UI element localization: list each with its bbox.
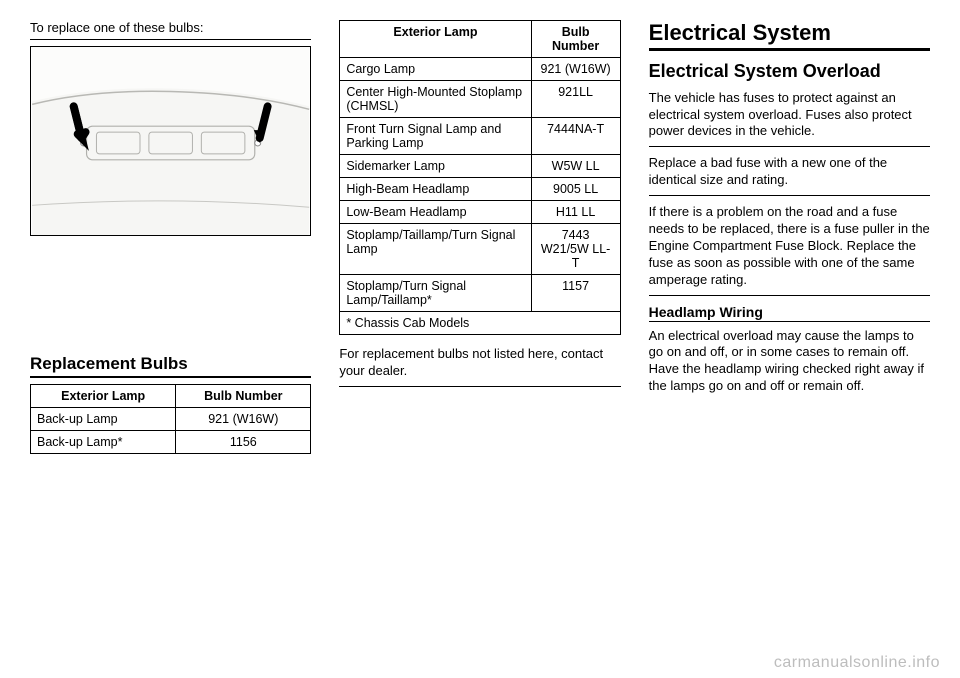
cell-lamp: Back-up Lamp* [31,431,176,454]
replacement-note: For replacement bulbs not listed here, c… [339,345,620,387]
cell-lamp: Center High-Mounted Stoplamp (CHMSL) [340,81,531,118]
cell-bulb: 921LL [531,81,620,118]
table-row: Stoplamp/Turn Signal Lamp/Taillamp*1157 [340,275,620,312]
cell-bulb: 1157 [531,275,620,312]
cell-bulb: 7444NA-T [531,118,620,155]
cell-bulb: 921 (W16W) [176,408,311,431]
table-row: Low-Beam HeadlampH11 LL [340,201,620,224]
table-row: Center High-Mounted Stoplamp (CHMSL)921L… [340,81,620,118]
table-header-row: Exterior Lamp Bulb Number [31,385,311,408]
cell-bulb: 921 (W16W) [531,58,620,81]
headlamp-wiring-p: An electrical overload may cause the lam… [649,328,930,402]
cell-bulb: W5W LL [531,155,620,178]
overload-subtitle: Electrical System Overload [649,61,930,82]
table-row: Back-up Lamp 921 (W16W) [31,408,311,431]
cell-lamp: Stoplamp/Turn Signal Lamp/Taillamp* [340,275,531,312]
overload-p1: The vehicle has fuses to protect against… [649,90,930,148]
cell-bulb: 9005 LL [531,178,620,201]
cell-bulb: 7443 W21/5W LL-T [531,224,620,275]
bulb-figure [30,46,311,236]
cell-lamp: Low-Beam Headlamp [340,201,531,224]
table-row: Front Turn Signal Lamp and Parking Lamp7… [340,118,620,155]
table-row: Stoplamp/Taillamp/Turn Signal Lamp7443 W… [340,224,620,275]
table-row: Sidemarker LampW5W LL [340,155,620,178]
th-exterior-lamp: Exterior Lamp [31,385,176,408]
electrical-system-title: Electrical System [649,20,930,51]
th-exterior-lamp: Exterior Lamp [340,21,531,58]
overload-p3: If there is a problem on the road and a … [649,204,930,295]
bulb-table-2: Exterior Lamp Bulb Number Cargo Lamp921 … [339,20,620,335]
headlamp-wiring-title: Headlamp Wiring [649,304,930,322]
bulb-table-1: Exterior Lamp Bulb Number Back-up Lamp 9… [30,384,311,454]
th-bulb-number: Bulb Number [531,21,620,58]
page-columns: To replace one of these bulbs: [30,20,930,454]
cell-lamp: Back-up Lamp [31,408,176,431]
bulb-figure-svg [31,47,310,235]
table-footnote-row: * Chassis Cab Models [340,312,620,335]
cell-lamp: Sidemarker Lamp [340,155,531,178]
cell-lamp: High-Beam Headlamp [340,178,531,201]
column-middle: Exterior Lamp Bulb Number Cargo Lamp921 … [339,20,620,454]
cell-bulb: H11 LL [531,201,620,224]
cell-lamp: Cargo Lamp [340,58,531,81]
table-row: Back-up Lamp* 1156 [31,431,311,454]
cell-lamp: Stoplamp/Taillamp/Turn Signal Lamp [340,224,531,275]
overload-p2: Replace a bad fuse with a new one of the… [649,155,930,196]
cell-lamp: Front Turn Signal Lamp and Parking Lamp [340,118,531,155]
th-bulb-number: Bulb Number [176,385,311,408]
watermark-text: carmanualsonline.info [774,654,940,672]
table-row: High-Beam Headlamp9005 LL [340,178,620,201]
intro-text: To replace one of these bulbs: [30,20,311,40]
cell-footnote: * Chassis Cab Models [340,312,620,335]
replacement-bulbs-title: Replacement Bulbs [30,354,311,378]
column-left: To replace one of these bulbs: [30,20,311,454]
column-right: Electrical System Electrical System Over… [649,20,930,454]
figure-gap [30,244,311,354]
table-row: Cargo Lamp921 (W16W) [340,58,620,81]
table-header-row: Exterior Lamp Bulb Number [340,21,620,58]
cell-bulb: 1156 [176,431,311,454]
